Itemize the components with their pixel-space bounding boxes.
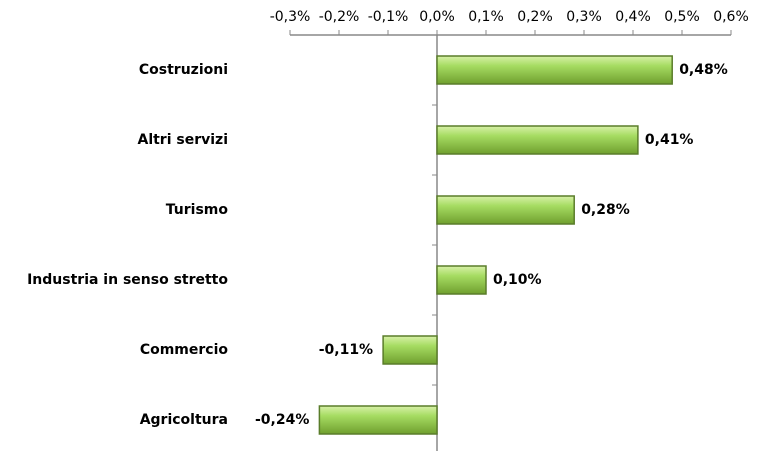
x-tick-label: 0,3%	[566, 9, 602, 25]
bar	[318, 405, 438, 435]
y-tick-label: Turismo	[166, 202, 229, 218]
x-tick-label: 0,1%	[468, 9, 504, 25]
x-tick-label: 0,0%	[419, 9, 455, 25]
x-tick-label: -0,3%	[270, 9, 311, 25]
x-tick-label: 0,5%	[664, 9, 700, 25]
value-label: -0,24%	[255, 412, 309, 428]
y-tick-label: Industria in senso stretto	[27, 272, 228, 288]
value-label: -0,11%	[319, 342, 373, 358]
bar	[436, 195, 575, 225]
x-tick-label: 0,4%	[615, 9, 651, 25]
value-label: 0,28%	[581, 202, 630, 218]
bar	[436, 265, 487, 295]
bar	[382, 335, 438, 365]
value-label: 0,48%	[679, 62, 728, 78]
x-tick-label: -0,1%	[368, 9, 409, 25]
y-tick-label: Commercio	[140, 342, 229, 358]
value-label: 0,41%	[645, 132, 694, 148]
bar	[436, 125, 639, 155]
y-tick-label: Agricoltura	[140, 412, 228, 428]
y-tick-label: Costruzioni	[139, 62, 228, 78]
y-tick-label: Altri servizi	[137, 132, 228, 148]
value-label: 0,10%	[493, 272, 542, 288]
x-tick-label: -0,2%	[319, 9, 360, 25]
x-tick-label: 0,6%	[713, 9, 749, 25]
x-tick-label: 0,2%	[517, 9, 553, 25]
bar	[436, 55, 673, 85]
